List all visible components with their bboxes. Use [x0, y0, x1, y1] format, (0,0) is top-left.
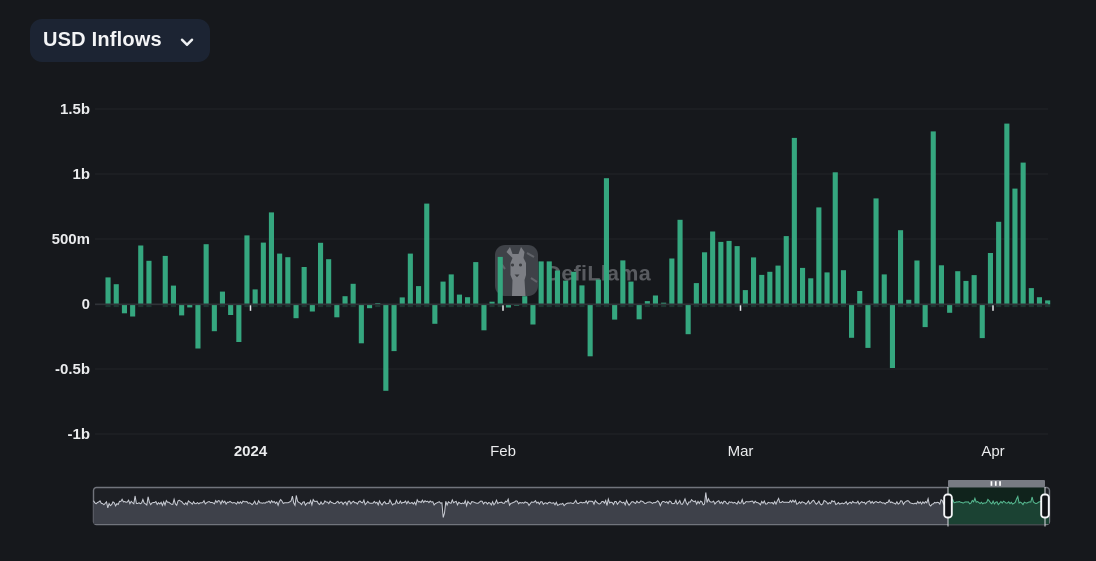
svg-text:2024: 2024: [234, 443, 268, 460]
svg-text:500m: 500m: [52, 231, 90, 248]
svg-text:1b: 1b: [72, 166, 90, 183]
svg-text:-0.5b: -0.5b: [55, 361, 90, 378]
svg-text:Mar: Mar: [728, 443, 754, 460]
svg-text:1.5b: 1.5b: [60, 101, 90, 118]
svg-text:0: 0: [82, 296, 90, 313]
svg-text:Apr: Apr: [981, 443, 1004, 460]
svg-text:-1b: -1b: [68, 426, 91, 443]
svg-text:Feb: Feb: [490, 443, 516, 460]
